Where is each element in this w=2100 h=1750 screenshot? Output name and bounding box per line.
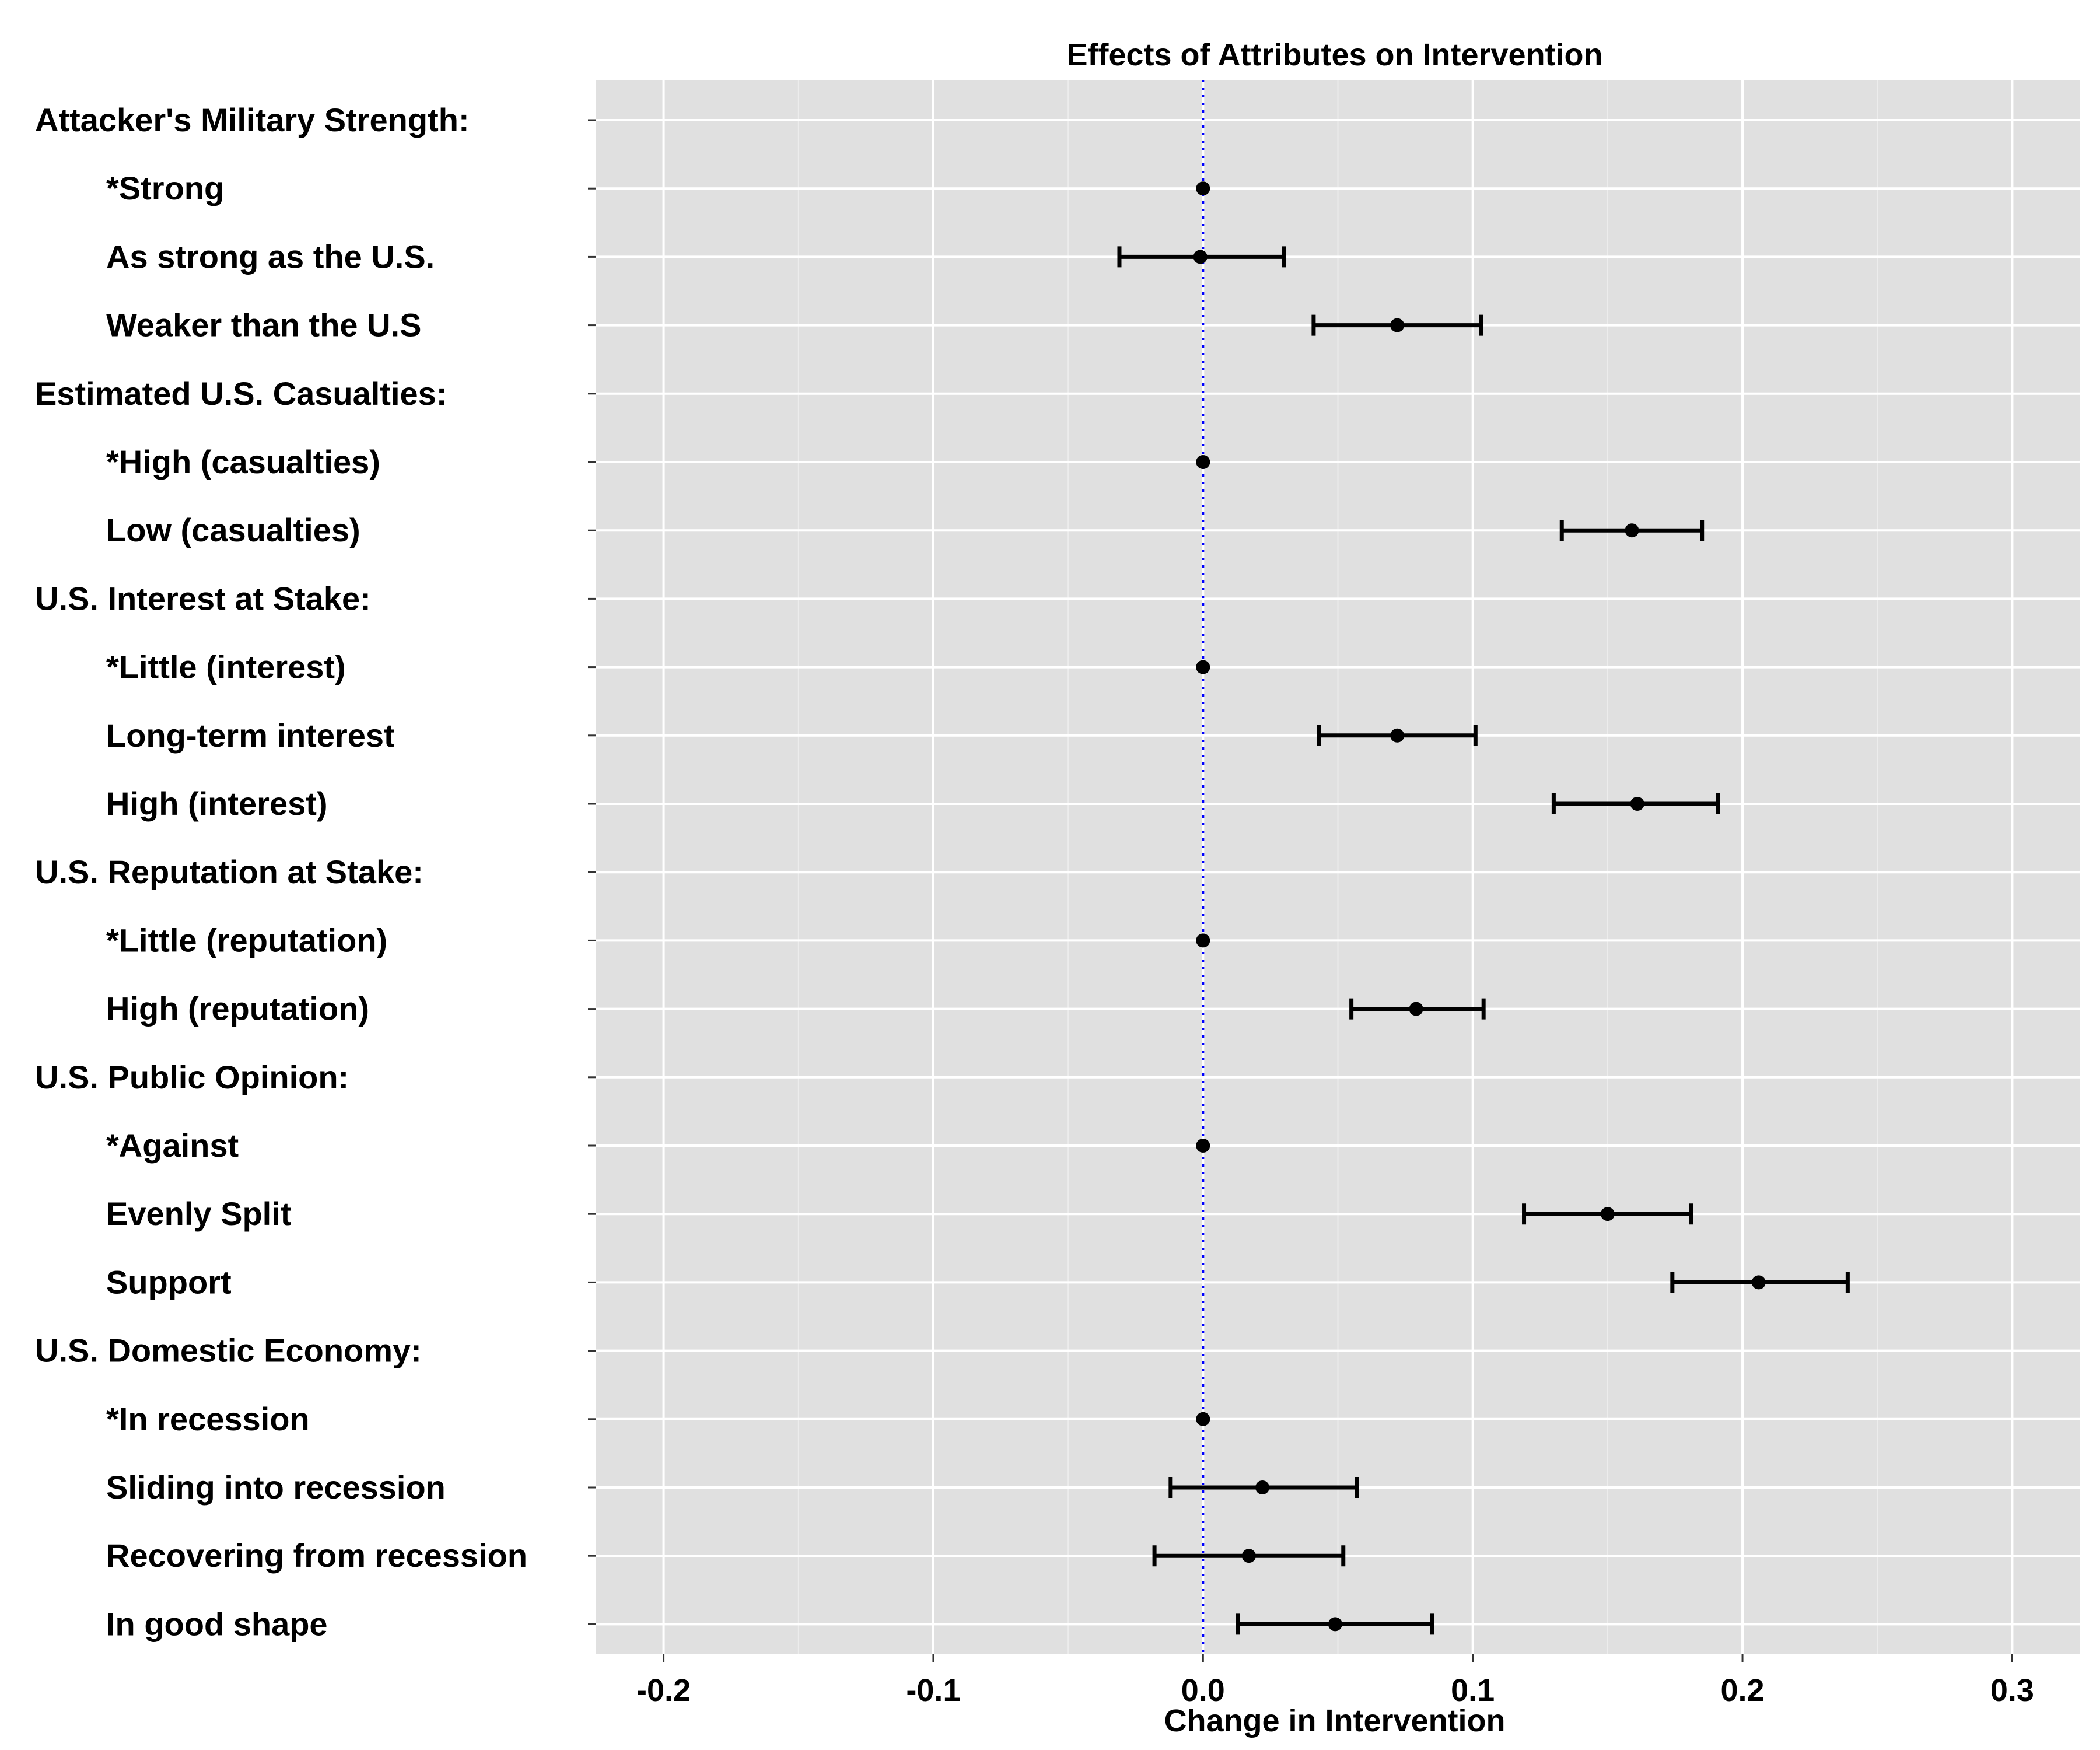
x-axis-tick-label: -0.2 [636, 1673, 691, 1708]
attribute-level-label: High (reputation) [106, 991, 369, 1027]
estimate-point [1625, 523, 1639, 538]
estimate-point [1196, 1139, 1210, 1153]
group-header-label: U.S. Public Opinion: [35, 1059, 349, 1096]
attribute-level-label: *Strong [106, 170, 224, 206]
x-axis-tick-label: 0.1 [1451, 1673, 1494, 1708]
attribute-level-label: In good shape [106, 1605, 328, 1642]
attribute-level-label: High (interest) [106, 785, 328, 822]
group-header-label: U.S. Domestic Economy: [35, 1332, 422, 1369]
attribute-level-label: Evenly Split [106, 1195, 291, 1232]
group-header-label: Estimated U.S. Casualties: [35, 375, 447, 412]
x-axis-tick-label: 0.2 [1721, 1673, 1765, 1708]
attribute-level-label: *In recession [106, 1401, 310, 1437]
estimate-points [1193, 181, 1766, 1632]
y-axis-labels: Attacker's Military Strength: *Strong As s… [35, 102, 527, 1642]
x-axis-tick-label: -0.1 [906, 1673, 960, 1708]
group-header-label: U.S. Interest at Stake: [35, 580, 371, 617]
attribute-level-label: Support [106, 1264, 232, 1300]
attribute-level-label: *Little (reputation) [106, 922, 387, 958]
estimate-point [1196, 1412, 1210, 1426]
estimate-point [1409, 1002, 1423, 1016]
estimate-point [1390, 728, 1405, 743]
attribute-level-label: Weaker than the U.S [106, 307, 421, 344]
estimate-point [1196, 455, 1210, 469]
group-header-label: U.S. Reputation at Stake: [35, 853, 424, 890]
x-axis-tick-label: 0.3 [1990, 1673, 2034, 1708]
estimate-point [1196, 660, 1210, 674]
attribute-level-label: Recovering from recession [106, 1537, 527, 1574]
estimate-point [1600, 1207, 1615, 1222]
chart-title: Effects of Attributes on Intervention [1066, 37, 1602, 72]
x-axis-label: Change in Intervention [1164, 1703, 1505, 1738]
estimate-point [1193, 250, 1208, 264]
attribute-level-label: Low (casualties) [106, 512, 360, 548]
group-header-label: Attacker's Military Strength: [35, 102, 470, 138]
estimate-point [1328, 1617, 1342, 1632]
attribute-level-label: As strong as the U.S. [106, 238, 435, 275]
attribute-level-label: *Little (interest) [106, 649, 346, 685]
y-axis-ticks [588, 119, 596, 1625]
estimate-point [1255, 1480, 1270, 1494]
minor-gridlines [797, 80, 1878, 1654]
estimate-point [1390, 318, 1405, 332]
attribute-level-label: *High (casualties) [106, 443, 380, 480]
estimate-point [1751, 1275, 1766, 1290]
x-axis-tick-labels: -0.2 -0.1 0.0 0.1 0.2 0.3 [636, 1673, 2034, 1708]
estimate-point [1630, 797, 1644, 811]
x-axis-tick-label: 0.0 [1181, 1673, 1225, 1708]
x-axis-ticks [663, 1654, 2013, 1662]
attribute-level-label: Sliding into recession [106, 1469, 446, 1506]
estimate-point [1196, 933, 1210, 948]
estimate-point [1196, 181, 1210, 196]
attribute-level-label: Long-term interest [106, 717, 395, 754]
estimate-point [1241, 1549, 1256, 1563]
attribute-level-label: *Against [106, 1127, 239, 1164]
